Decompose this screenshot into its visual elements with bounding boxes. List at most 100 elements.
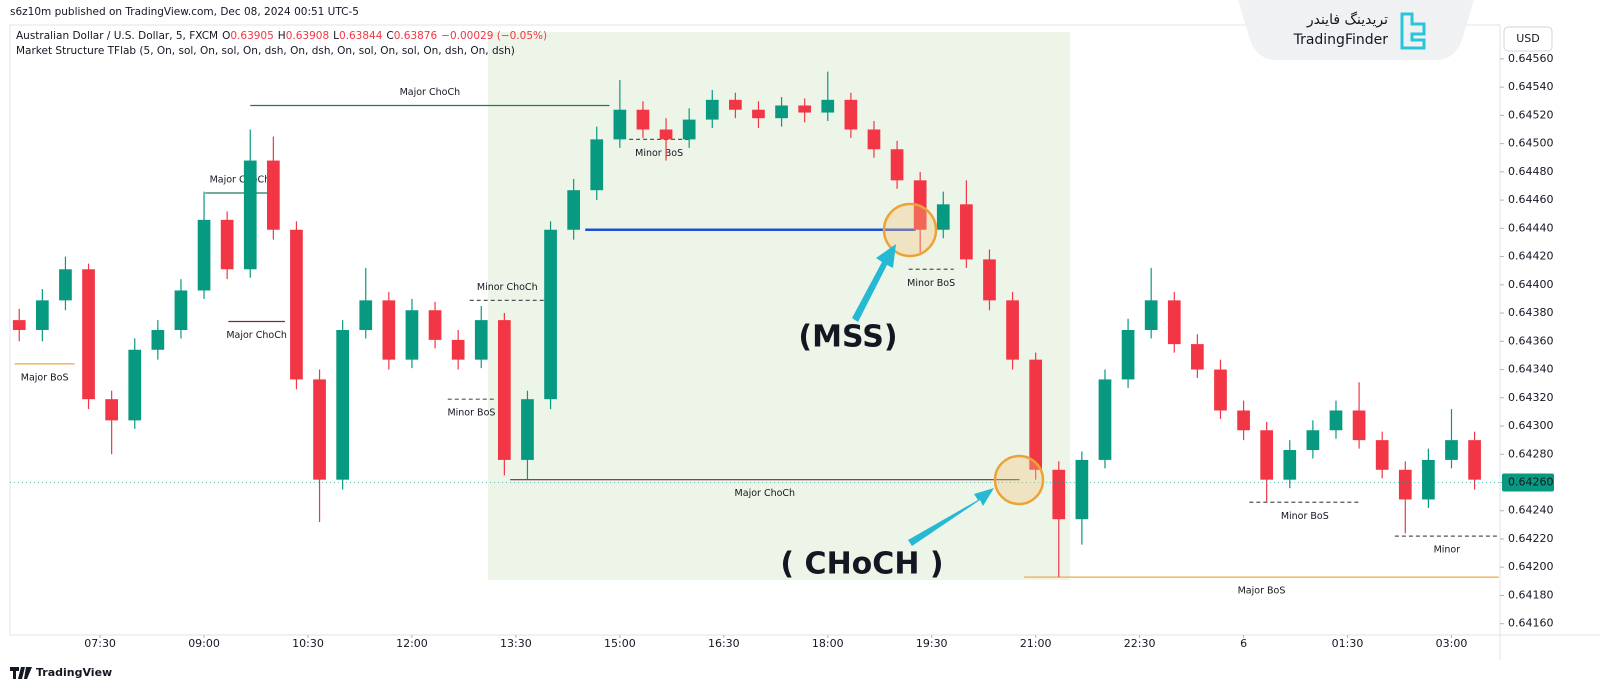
candle-body — [105, 399, 118, 421]
candle-body — [1167, 300, 1181, 345]
mss-callout: (MSS) — [798, 320, 897, 355]
ohlc-change: −0.00029 (−0.05%) — [441, 30, 547, 42]
ohlc-l: L — [333, 30, 339, 42]
published-line: s6z10m published on TradingView.com, Dec… — [10, 6, 359, 18]
candle-body — [705, 99, 719, 120]
candle-body — [59, 269, 72, 301]
y-tick-label: 0.64520 — [1508, 108, 1554, 121]
brand-badge — [1238, 0, 1474, 60]
candle-body — [590, 139, 604, 191]
choch-circle — [993, 454, 1045, 506]
brand-fa: تریدینگ فایندر — [1306, 11, 1388, 28]
last-price-box — [1502, 473, 1554, 492]
candle-body — [336, 330, 350, 480]
candle-body — [428, 310, 442, 340]
structure-label: Major ChoCh — [735, 488, 796, 499]
candle-body — [243, 160, 257, 270]
y-tick-label: 0.64240 — [1508, 504, 1554, 517]
candle-body — [197, 219, 211, 291]
candle-body — [867, 129, 881, 150]
ohlc-h-value: 0.63908 — [286, 30, 329, 42]
y-tick-label: 0.64360 — [1508, 334, 1554, 347]
candle-body — [775, 105, 788, 119]
currency-box — [1503, 26, 1553, 52]
candle-body — [960, 204, 973, 260]
candle-body — [636, 109, 650, 130]
structure-label: Minor ChoCh — [477, 282, 538, 293]
structure-label: Minor BoS — [447, 408, 495, 419]
mss-circle — [882, 202, 938, 258]
brand-name: TradingFinder — [1293, 32, 1389, 48]
candle-body — [1029, 359, 1043, 470]
x-tick-label: 18:00 — [812, 637, 844, 650]
symbol: Australian Dollar / U.S. Dollar, 5, FXCM — [16, 30, 218, 42]
y-tick-label: 0.64480 — [1508, 165, 1554, 178]
y-tick-label: 0.64500 — [1508, 137, 1554, 150]
x-tick-label: 21:00 — [1020, 637, 1052, 650]
candle-body — [1144, 300, 1158, 330]
candle-body — [844, 99, 858, 130]
x-tick-label: 01:30 — [1332, 637, 1364, 650]
x-tick-label: 12:00 — [396, 637, 428, 650]
brand-icon — [1400, 12, 1426, 50]
candle-body — [313, 379, 326, 480]
candle-body — [82, 269, 95, 400]
candle-body — [1352, 410, 1366, 441]
y-tick-label: 0.64440 — [1508, 221, 1554, 234]
candle-body — [1329, 410, 1343, 431]
structure-label: Major ChoCh — [226, 330, 287, 341]
candle-body — [1121, 330, 1135, 380]
candle-body — [382, 300, 396, 360]
currency: USD — [1516, 32, 1540, 45]
y-tick-label: 0.64200 — [1508, 560, 1554, 573]
choch-callout: ( CHoCH ) — [780, 547, 943, 582]
x-tick-label: 07:30 — [84, 637, 116, 650]
structure-label: Major ChoCh — [400, 87, 461, 98]
footer: TradingView — [36, 666, 112, 679]
y-tick-label: 0.64280 — [1508, 447, 1554, 460]
candle-body — [798, 105, 812, 113]
candle-body — [936, 204, 950, 230]
x-tick-label: 6 — [1240, 637, 1247, 650]
candle-body — [151, 330, 165, 350]
candle-body — [1445, 440, 1458, 460]
y-tick-label: 0.64160 — [1508, 617, 1554, 630]
candle-body — [1375, 440, 1389, 470]
candle-body — [405, 310, 419, 360]
candle-body — [220, 219, 234, 270]
candle-body — [983, 259, 996, 301]
candle-body — [1260, 430, 1274, 480]
ohlc-o-value: 0.63905 — [230, 30, 273, 42]
x-tick-label: 09:00 — [188, 637, 220, 650]
candle-body — [1398, 469, 1412, 500]
y-tick-label: 0.64560 — [1508, 52, 1554, 65]
candle-body — [359, 300, 373, 330]
x-tick-label: 16:30 — [708, 637, 740, 650]
indicator-line: Market Structure TFlab (5, On, sol, On, … — [16, 45, 515, 57]
candle-body — [451, 339, 465, 360]
y-tick-label: 0.64420 — [1508, 250, 1554, 263]
candle-body — [1098, 379, 1112, 460]
ohlc-c-value: 0.63876 — [394, 30, 438, 42]
candle-body — [659, 129, 673, 140]
symbol-line: Australian Dollar / U.S. Dollar, 5, FXCM… — [16, 30, 547, 42]
candle-body — [1075, 459, 1089, 520]
ohlc-c: C — [386, 30, 393, 42]
y-tick-label: 0.64220 — [1508, 532, 1554, 545]
y-tick-label: 0.64320 — [1508, 391, 1554, 404]
candle-body — [729, 99, 742, 110]
candle-body — [1422, 459, 1435, 500]
structure-label: Minor BoS — [635, 148, 683, 159]
candle-body — [1006, 300, 1019, 360]
choch-arrow — [908, 488, 994, 546]
highlight-zone — [488, 32, 1070, 580]
candle-body — [1306, 430, 1320, 451]
candle-body — [682, 119, 696, 140]
structure-label: Major ChoCh — [210, 175, 271, 186]
y-tick-label: 0.64460 — [1508, 193, 1554, 206]
candle-body — [521, 399, 534, 460]
last-price-label: 0.64260 — [1508, 476, 1554, 489]
x-tick-label: 19:30 — [916, 637, 948, 650]
candle-body — [128, 349, 142, 421]
